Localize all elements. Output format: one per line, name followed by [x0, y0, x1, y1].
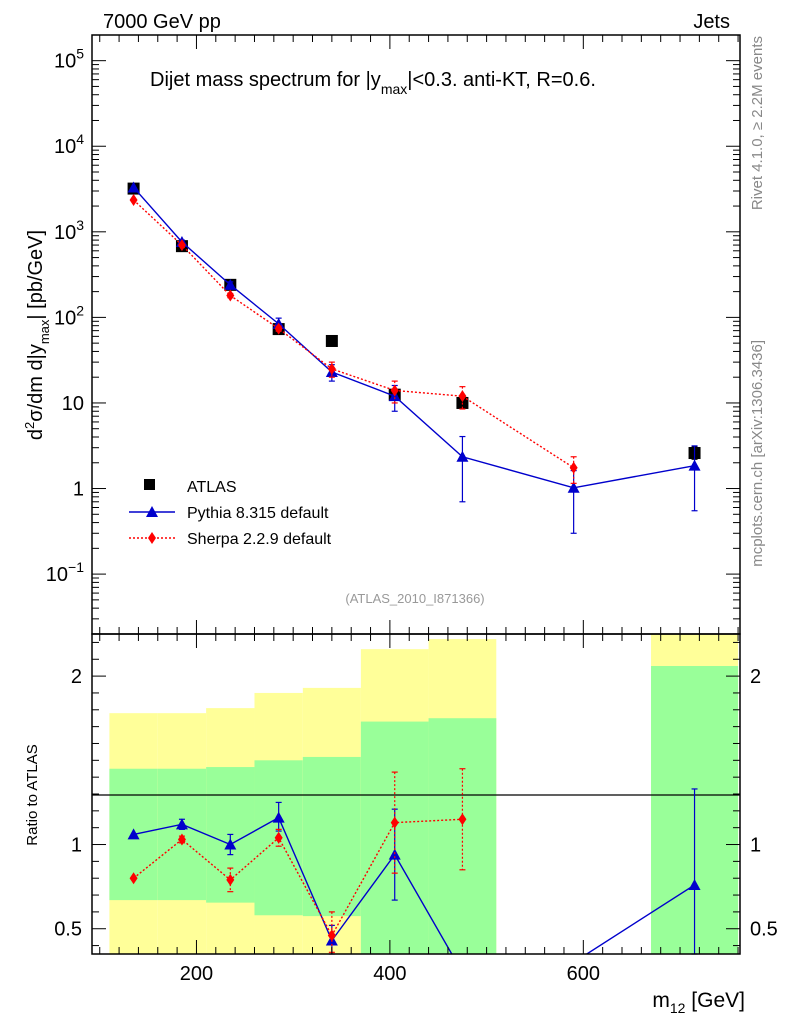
sherpa-main-point-5 — [390, 384, 399, 397]
x-axis-label: m12 [GeV] — [652, 989, 745, 1016]
y-axis-label-ratio: Ratio to ATLAS — [24, 744, 41, 845]
y-axis-label-main: d2σ/dm d|ymax| [pb/GeV] — [22, 230, 52, 440]
sherpa-ratio-point-5 — [390, 816, 399, 829]
ratio-ytick-label-left-2: 2 — [71, 666, 82, 688]
legend-atlas-label: ATLAS — [187, 479, 237, 496]
main-ytick-label-6: 10−1 — [46, 559, 84, 586]
sherpa-main-point-0 — [129, 194, 138, 207]
green-band-4 — [302, 756, 361, 917]
ratio-plot-area — [127, 768, 701, 955]
green-band-6 — [428, 718, 497, 954]
main-ytick-label-3: 102 — [54, 302, 84, 329]
atlas-main-point-4 — [325, 334, 338, 347]
sherpa-main-point-7 — [569, 461, 578, 474]
chart-title: Dijet mass spectrum for |ymax|<0.3. anti… — [150, 69, 596, 97]
sherpa-ratio-point-4 — [327, 929, 336, 942]
xtick-label-2: 600 — [567, 963, 600, 985]
chart-title-part1: Dijet mass spectrum for |y — [150, 69, 381, 91]
chart-title-sub: max — [381, 81, 407, 97]
main-ytick-label-5: 1 — [73, 479, 84, 501]
header-right: Jets — [693, 11, 730, 33]
pythia-ratio-point-0 — [127, 828, 140, 840]
pythia-ratio-point-5 — [388, 848, 401, 860]
sherpa-main-point-4 — [327, 362, 336, 375]
main-ytick-label-4: 10 — [62, 393, 84, 415]
main-ytick-label-2: 103 — [54, 217, 84, 244]
svg-text:d2σ/dm d|ymax| [pb/GeV]: d2σ/dm d|ymax| [pb/GeV] — [22, 230, 52, 440]
header-left: 7000 GeV pp — [103, 11, 221, 33]
legend-pythia-label: Pythia 8.315 default — [187, 505, 329, 522]
mcplots-label: mcplots.cern.ch [arXiv:1306.3436] — [749, 340, 766, 567]
sherpa-main-point-6 — [458, 390, 467, 403]
legend-atlas-marker — [144, 479, 155, 490]
pythia-ratio-point-2 — [224, 838, 237, 850]
ratio-ytick-label-right-2: 2 — [750, 666, 761, 688]
xtick-label-1: 400 — [373, 963, 406, 985]
ratio-ytick-label-right-1: 1 — [750, 835, 761, 857]
pythia-ratio-point-8 — [688, 878, 701, 890]
ratio-ytick-label-left-0: 0.5 — [54, 919, 82, 941]
sherpa-main-line — [133, 199, 575, 469]
main-ytick-label-1: 104 — [54, 131, 84, 158]
legend-pythia-marker — [146, 506, 158, 517]
sherpa-ratio-point-3 — [274, 831, 283, 844]
main-plot-area — [127, 181, 701, 534]
legend-sherpa-label: Sherpa 2.2.9 default — [187, 531, 332, 548]
pythia-main-line — [133, 186, 695, 489]
xtick-label-0: 200 — [180, 963, 213, 985]
sherpa-main-point-2 — [226, 289, 235, 302]
sherpa-ratio-point-2 — [226, 873, 235, 886]
pythia-ratio-point-3 — [272, 811, 285, 823]
pythia-main-point-6 — [456, 450, 469, 462]
pythia-main-point-0 — [127, 181, 140, 193]
analysis-tag: (ATLAS_2010_I871366) — [345, 591, 484, 606]
rivet-version-label: Rivet 4.1.0, ≥ 2.2M events — [749, 36, 766, 210]
ratio-ytick-label-right-0: 0.5 — [750, 919, 778, 941]
ratio-ytick-label-left-1: 1 — [71, 835, 82, 857]
chart-title-part2: |<0.3. anti-KT, R=0.6. — [407, 69, 596, 91]
pythia-main-point-2 — [224, 278, 237, 290]
pythia-main-point-8 — [688, 459, 701, 471]
pythia-ratio-point-1 — [175, 818, 188, 830]
main-ytick-label-0: 105 — [54, 46, 84, 73]
sherpa-ratio-point-0 — [129, 872, 138, 885]
sherpa-main-point-1 — [177, 239, 186, 252]
legend: ATLAS Pythia 8.315 default Sherpa 2.2.9 … — [129, 479, 332, 548]
sherpa-ratio-point-1 — [177, 833, 186, 846]
legend-sherpa-marker — [148, 532, 156, 544]
pythia-main-point-7 — [567, 481, 580, 493]
sherpa-main-point-3 — [274, 322, 283, 335]
sherpa-ratio-point-6 — [458, 813, 467, 826]
